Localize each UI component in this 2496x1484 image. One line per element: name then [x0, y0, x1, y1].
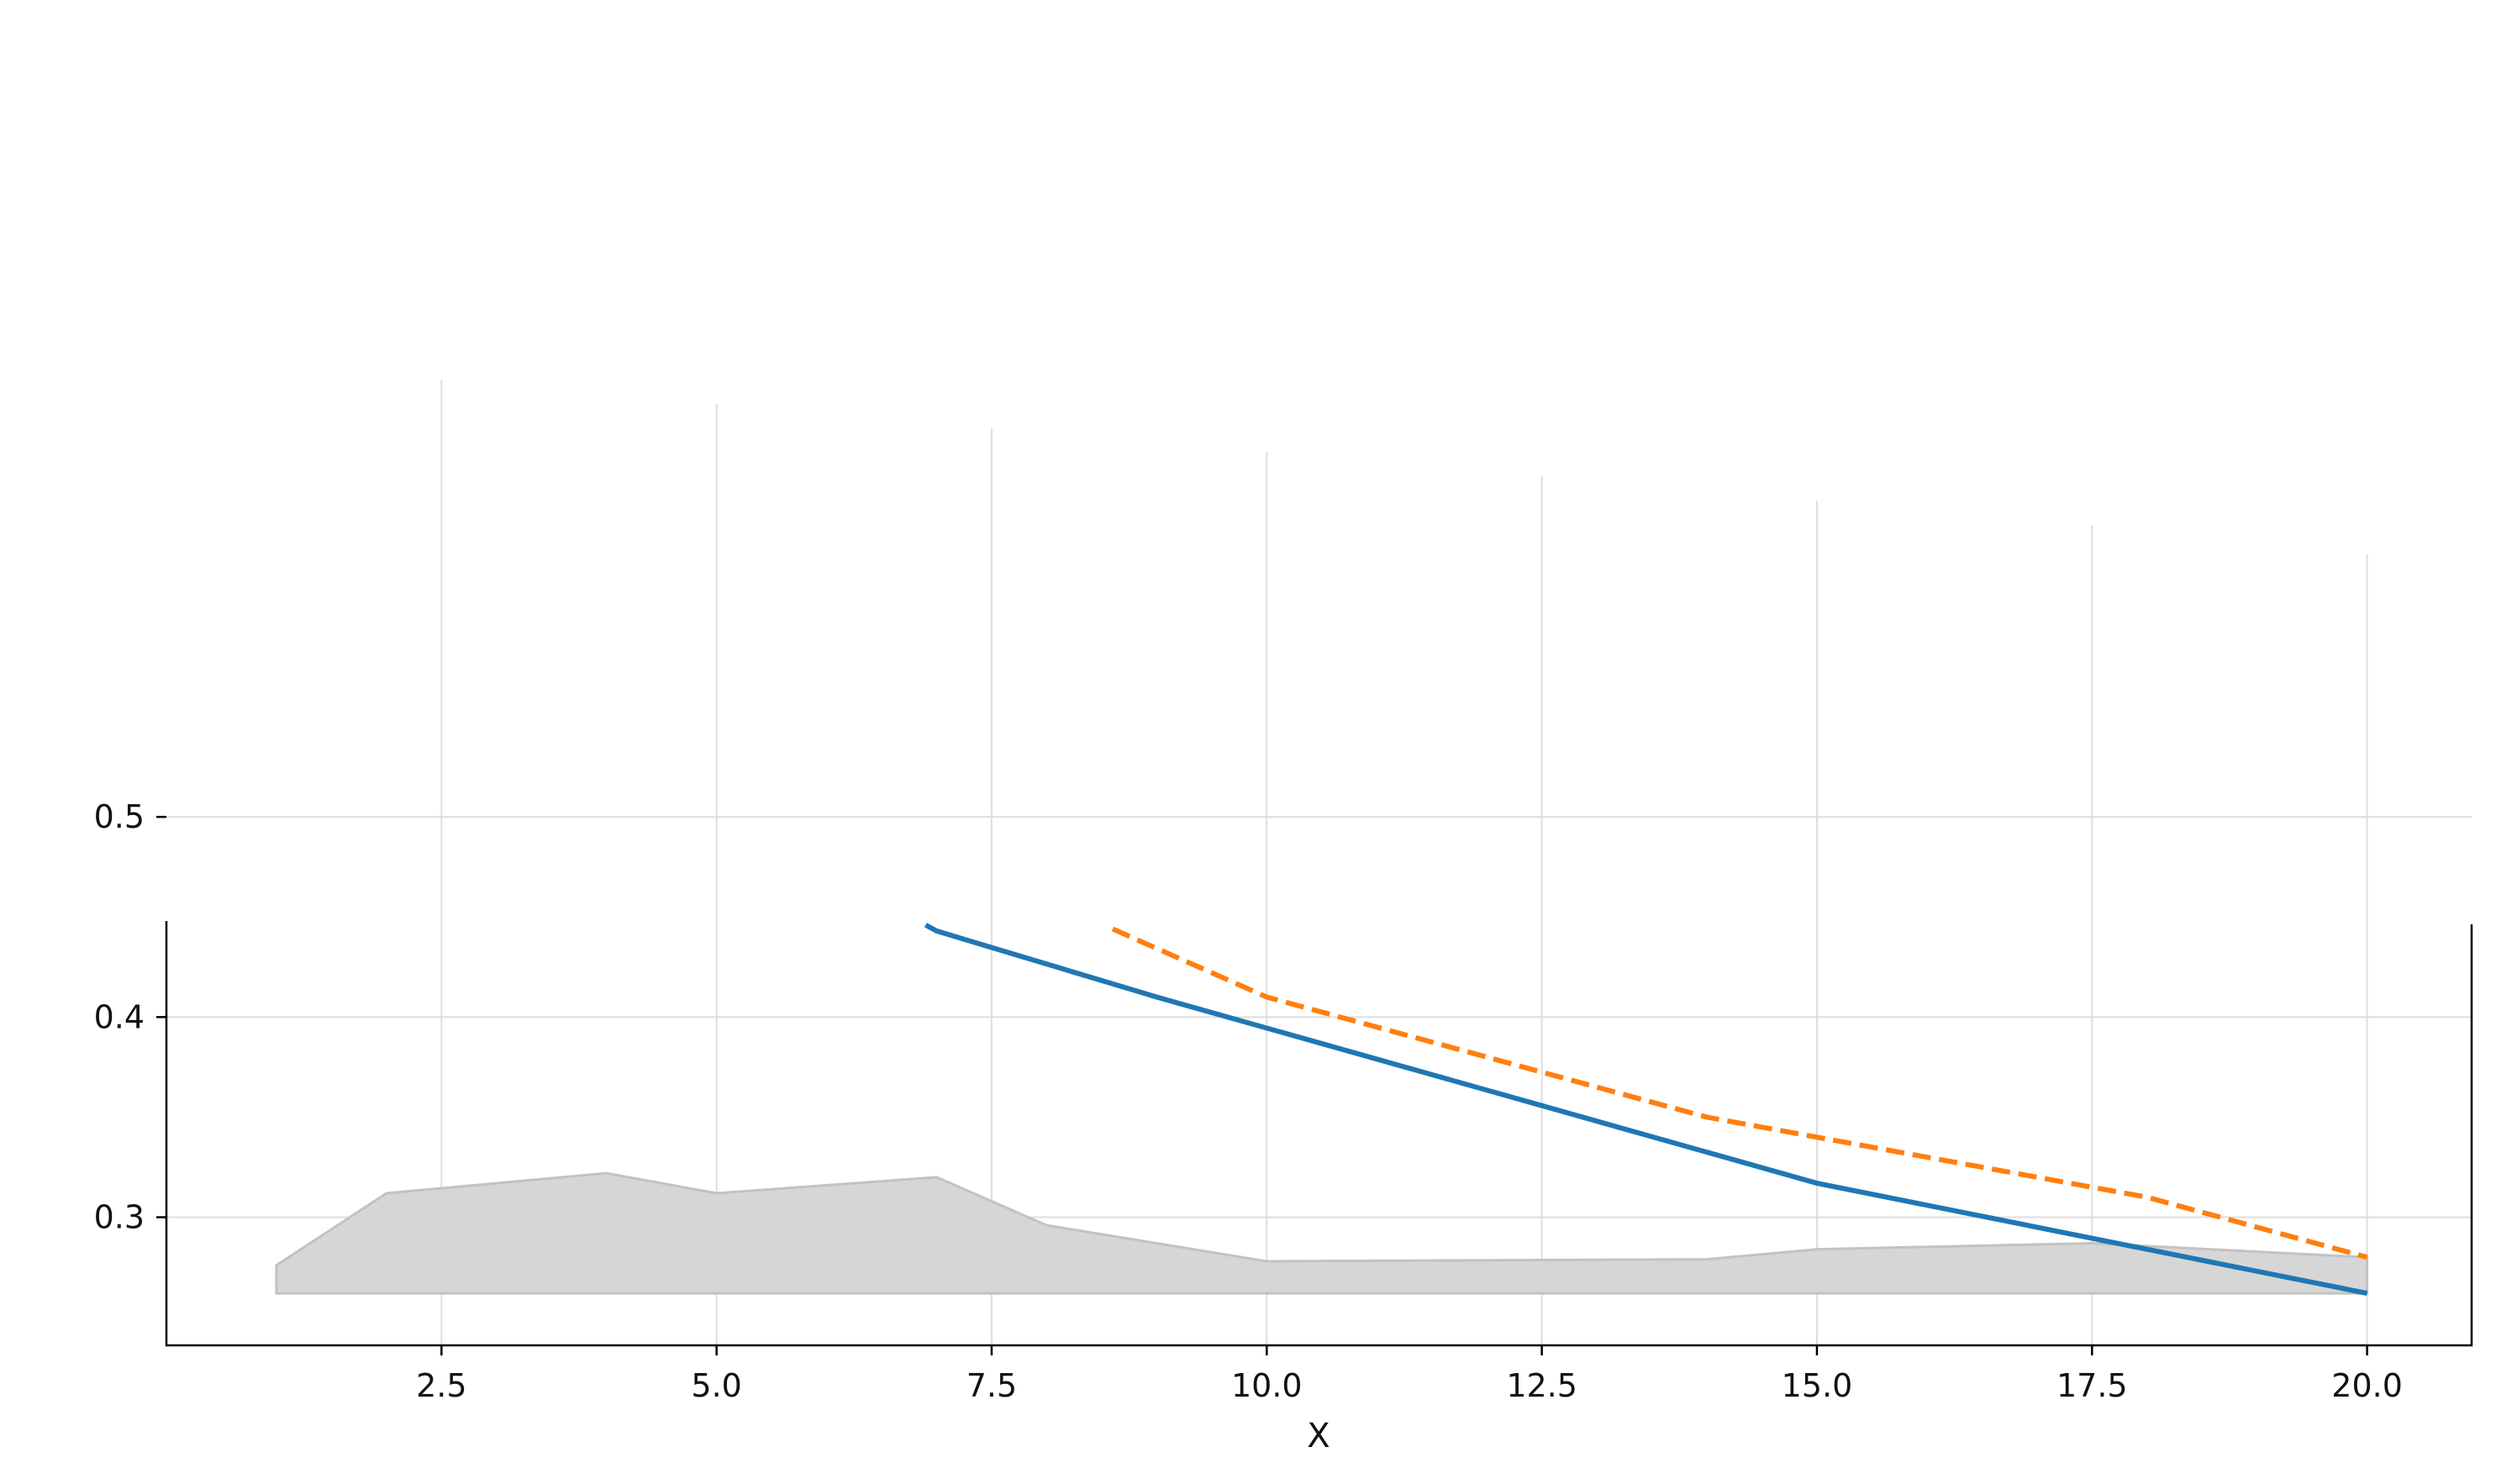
- shaded-band-area: [275, 1171, 2369, 1295]
- y-tick-label: 0.4: [94, 998, 145, 1035]
- y-tick-label: 0.5: [94, 798, 145, 835]
- x-tick-label: 20.0: [2331, 1367, 2403, 1404]
- x-tick-label: 12.5: [1506, 1367, 1577, 1404]
- x-axis-label: X: [1307, 1417, 1330, 1455]
- x-tick-label: 15.0: [1782, 1367, 1853, 1404]
- y-tick-label: 0.3: [94, 1199, 145, 1236]
- ticks: 2.5 5.0 7.5 10.0 12.5 15.0 17.5 20.0 0.3 0.4 0.5: [94, 798, 2403, 1404]
- shaded-band: [275, 1171, 2369, 1295]
- grid-lines: [166, 380, 2472, 1345]
- axes: [165, 921, 2473, 1347]
- axes-spines: [165, 921, 2473, 1347]
- solid-series-line: [924, 923, 2368, 1297]
- x-tick-label: 10.0: [1231, 1367, 1303, 1404]
- x-tick-label: 17.5: [2056, 1367, 2128, 1404]
- x-tick-label: 7.5: [966, 1367, 1017, 1404]
- x-tick-label: 5.0: [691, 1367, 741, 1404]
- x-tick-label: 2.5: [416, 1367, 466, 1404]
- data-lines: [924, 923, 2368, 1297]
- dashed-series-line: [1111, 926, 2368, 1260]
